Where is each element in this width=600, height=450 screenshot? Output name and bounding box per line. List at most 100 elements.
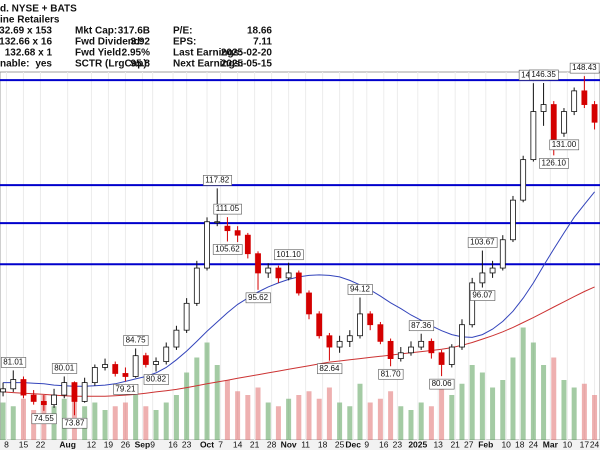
volume-bar <box>500 380 506 440</box>
price-label-box <box>429 378 455 390</box>
price-label-box <box>274 249 304 261</box>
volume-bar <box>520 327 526 440</box>
plot: 8 15 22 Aug 12 19 26 Sep 9 16 23 Oct 7 14 21 28 Nov 11 18 2… <box>0 62 600 449</box>
x-tick-label: 9 <box>364 439 369 449</box>
volume-bar <box>347 406 353 440</box>
x-tick-label: 14 <box>233 439 243 449</box>
candle-body <box>499 239 506 269</box>
volume-bar <box>112 406 118 440</box>
candle-body <box>428 340 435 354</box>
volume-bar <box>479 372 485 440</box>
candle-body <box>459 324 465 348</box>
candle-body <box>30 394 37 402</box>
price-label: 146.35 <box>531 70 556 79</box>
candle-body <box>193 267 200 304</box>
price-label-box <box>549 139 580 151</box>
info-value: 2.95% <box>122 48 150 59</box>
candle-body <box>214 221 221 224</box>
x-tick-label: 7 <box>218 439 223 449</box>
volume-bar <box>245 395 251 440</box>
x-tick-label: 2025 <box>408 439 427 449</box>
x-tick-label: 17 <box>580 439 590 449</box>
x-tick-label: 24 <box>529 439 539 449</box>
volume-bar <box>122 402 128 440</box>
x-tick-label: 25 <box>335 439 345 449</box>
candle-body <box>204 221 210 269</box>
candle-body <box>336 340 343 348</box>
candle-body <box>132 355 139 377</box>
candle-body <box>408 346 414 354</box>
x-tick-label: 23 <box>182 439 192 449</box>
price-label-box <box>212 244 243 255</box>
price-label: 84.75 <box>126 336 147 345</box>
info-label: nable: <box>0 59 29 70</box>
volume-bar <box>255 387 261 440</box>
info-value: 317.6B <box>118 26 150 37</box>
price-label-box <box>529 69 559 81</box>
info-value: 3.92 <box>131 37 151 48</box>
candle-body <box>377 324 384 342</box>
x-tick-label: 18 <box>318 439 328 449</box>
price-label-box <box>51 363 78 374</box>
volume-bar <box>408 410 414 440</box>
volume-bar <box>102 410 108 440</box>
price-label: 81.70 <box>381 369 402 378</box>
x-axis-strip <box>0 440 600 450</box>
volume-bar <box>133 395 139 440</box>
symbol-line: d. NYSE + BATS <box>0 4 77 15</box>
volume-bar <box>163 402 169 440</box>
volume-bar <box>10 406 16 440</box>
volume-bar <box>398 406 404 440</box>
price-label-box <box>113 384 139 395</box>
candle-body <box>0 388 6 393</box>
info-value: 132.66 x 16 <box>0 37 52 48</box>
x-tick-label: Oct <box>200 439 214 449</box>
price-label-box <box>408 320 435 332</box>
info-label: Fwd Dividend: <box>75 37 143 48</box>
candle-body <box>102 364 108 368</box>
candle-body <box>40 401 47 406</box>
candle-body <box>255 253 261 274</box>
x-tick-label: Sep <box>135 439 151 449</box>
candle-body <box>61 382 68 396</box>
volume-bar <box>194 357 200 440</box>
x-tick-label: 13 <box>433 439 443 449</box>
volume-bar <box>357 383 363 440</box>
candle-body <box>469 282 476 326</box>
price-label: 101.10 <box>276 250 301 259</box>
volume-bar <box>275 406 281 440</box>
candle-body <box>346 335 353 342</box>
price-label: 111.05 <box>216 204 240 213</box>
candle-body <box>510 199 516 241</box>
info-label: Mkt Cap: <box>75 26 117 37</box>
candle-body <box>561 111 567 134</box>
price-label: 96.07 <box>472 291 493 300</box>
price-label-box <box>62 417 88 429</box>
price-label: 94.12 <box>350 285 371 294</box>
volume-bar <box>418 402 424 440</box>
candle-body <box>387 340 394 360</box>
volume-bar <box>581 383 587 440</box>
price-label: 105.62 <box>215 245 240 254</box>
volume-bar <box>0 402 6 440</box>
volume-bar <box>377 398 383 440</box>
candle-body <box>367 313 374 326</box>
x-tick-label: 27 <box>464 439 474 449</box>
volume-bar <box>326 387 332 440</box>
x-tick-label: 9 <box>150 439 155 449</box>
candle-body <box>10 379 17 390</box>
x-tick-label: 23 <box>393 439 403 449</box>
volume-bar <box>173 395 179 440</box>
volume-bar <box>561 380 567 440</box>
volume-bar <box>388 391 394 440</box>
volume-bar <box>510 357 516 440</box>
x-tick-label: Aug <box>59 439 76 449</box>
candle-body <box>438 352 445 365</box>
info-value: 7.11 <box>253 37 272 48</box>
candle-body <box>295 272 302 294</box>
volume-bar <box>469 365 475 440</box>
volume-bar <box>296 395 302 440</box>
price-label-box <box>202 175 233 186</box>
candle-body <box>224 225 231 232</box>
price-label-box <box>470 290 496 301</box>
